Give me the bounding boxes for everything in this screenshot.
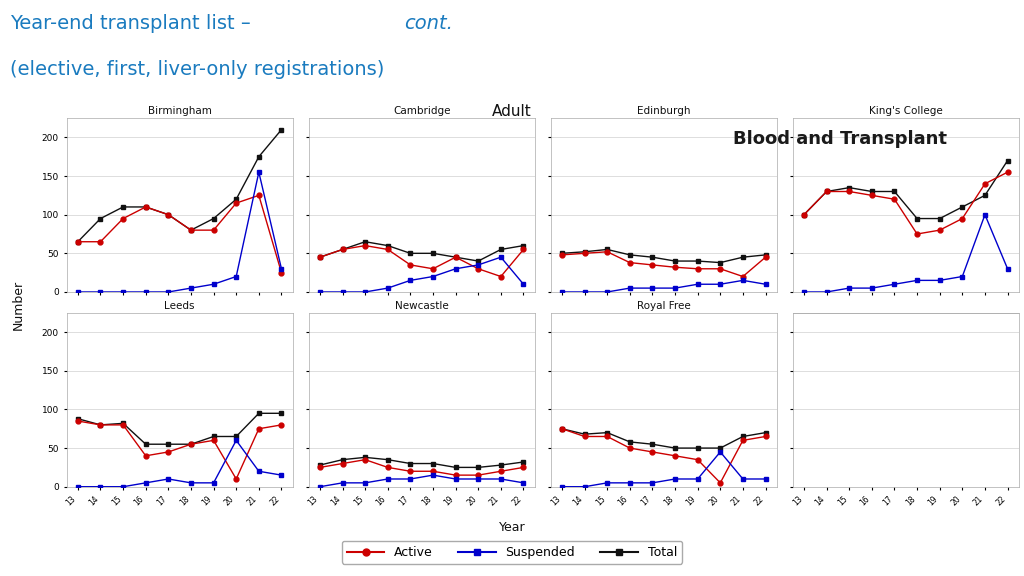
Text: Blood and Transplant: Blood and Transplant <box>733 130 946 147</box>
Text: Year: Year <box>499 521 525 533</box>
Legend: Active, Suspended, Total: Active, Suspended, Total <box>342 541 682 564</box>
Title: King's College: King's College <box>869 106 943 116</box>
Text: NHS: NHS <box>894 62 959 90</box>
Title: Royal Free: Royal Free <box>637 301 690 310</box>
Title: Newcastle: Newcastle <box>395 301 449 310</box>
Text: Year-end transplant list –: Year-end transplant list – <box>10 14 257 33</box>
Title: Edinburgh: Edinburgh <box>637 106 690 116</box>
Text: cont.: cont. <box>404 14 454 33</box>
Title: Leeds: Leeds <box>165 301 195 310</box>
Text: Number: Number <box>12 280 25 331</box>
Text: Adult: Adult <box>493 104 531 119</box>
Title: Cambridge: Cambridge <box>393 106 451 116</box>
Text: (elective, first, liver-only registrations): (elective, first, liver-only registratio… <box>10 60 385 79</box>
Title: Birmingham: Birmingham <box>147 106 212 116</box>
